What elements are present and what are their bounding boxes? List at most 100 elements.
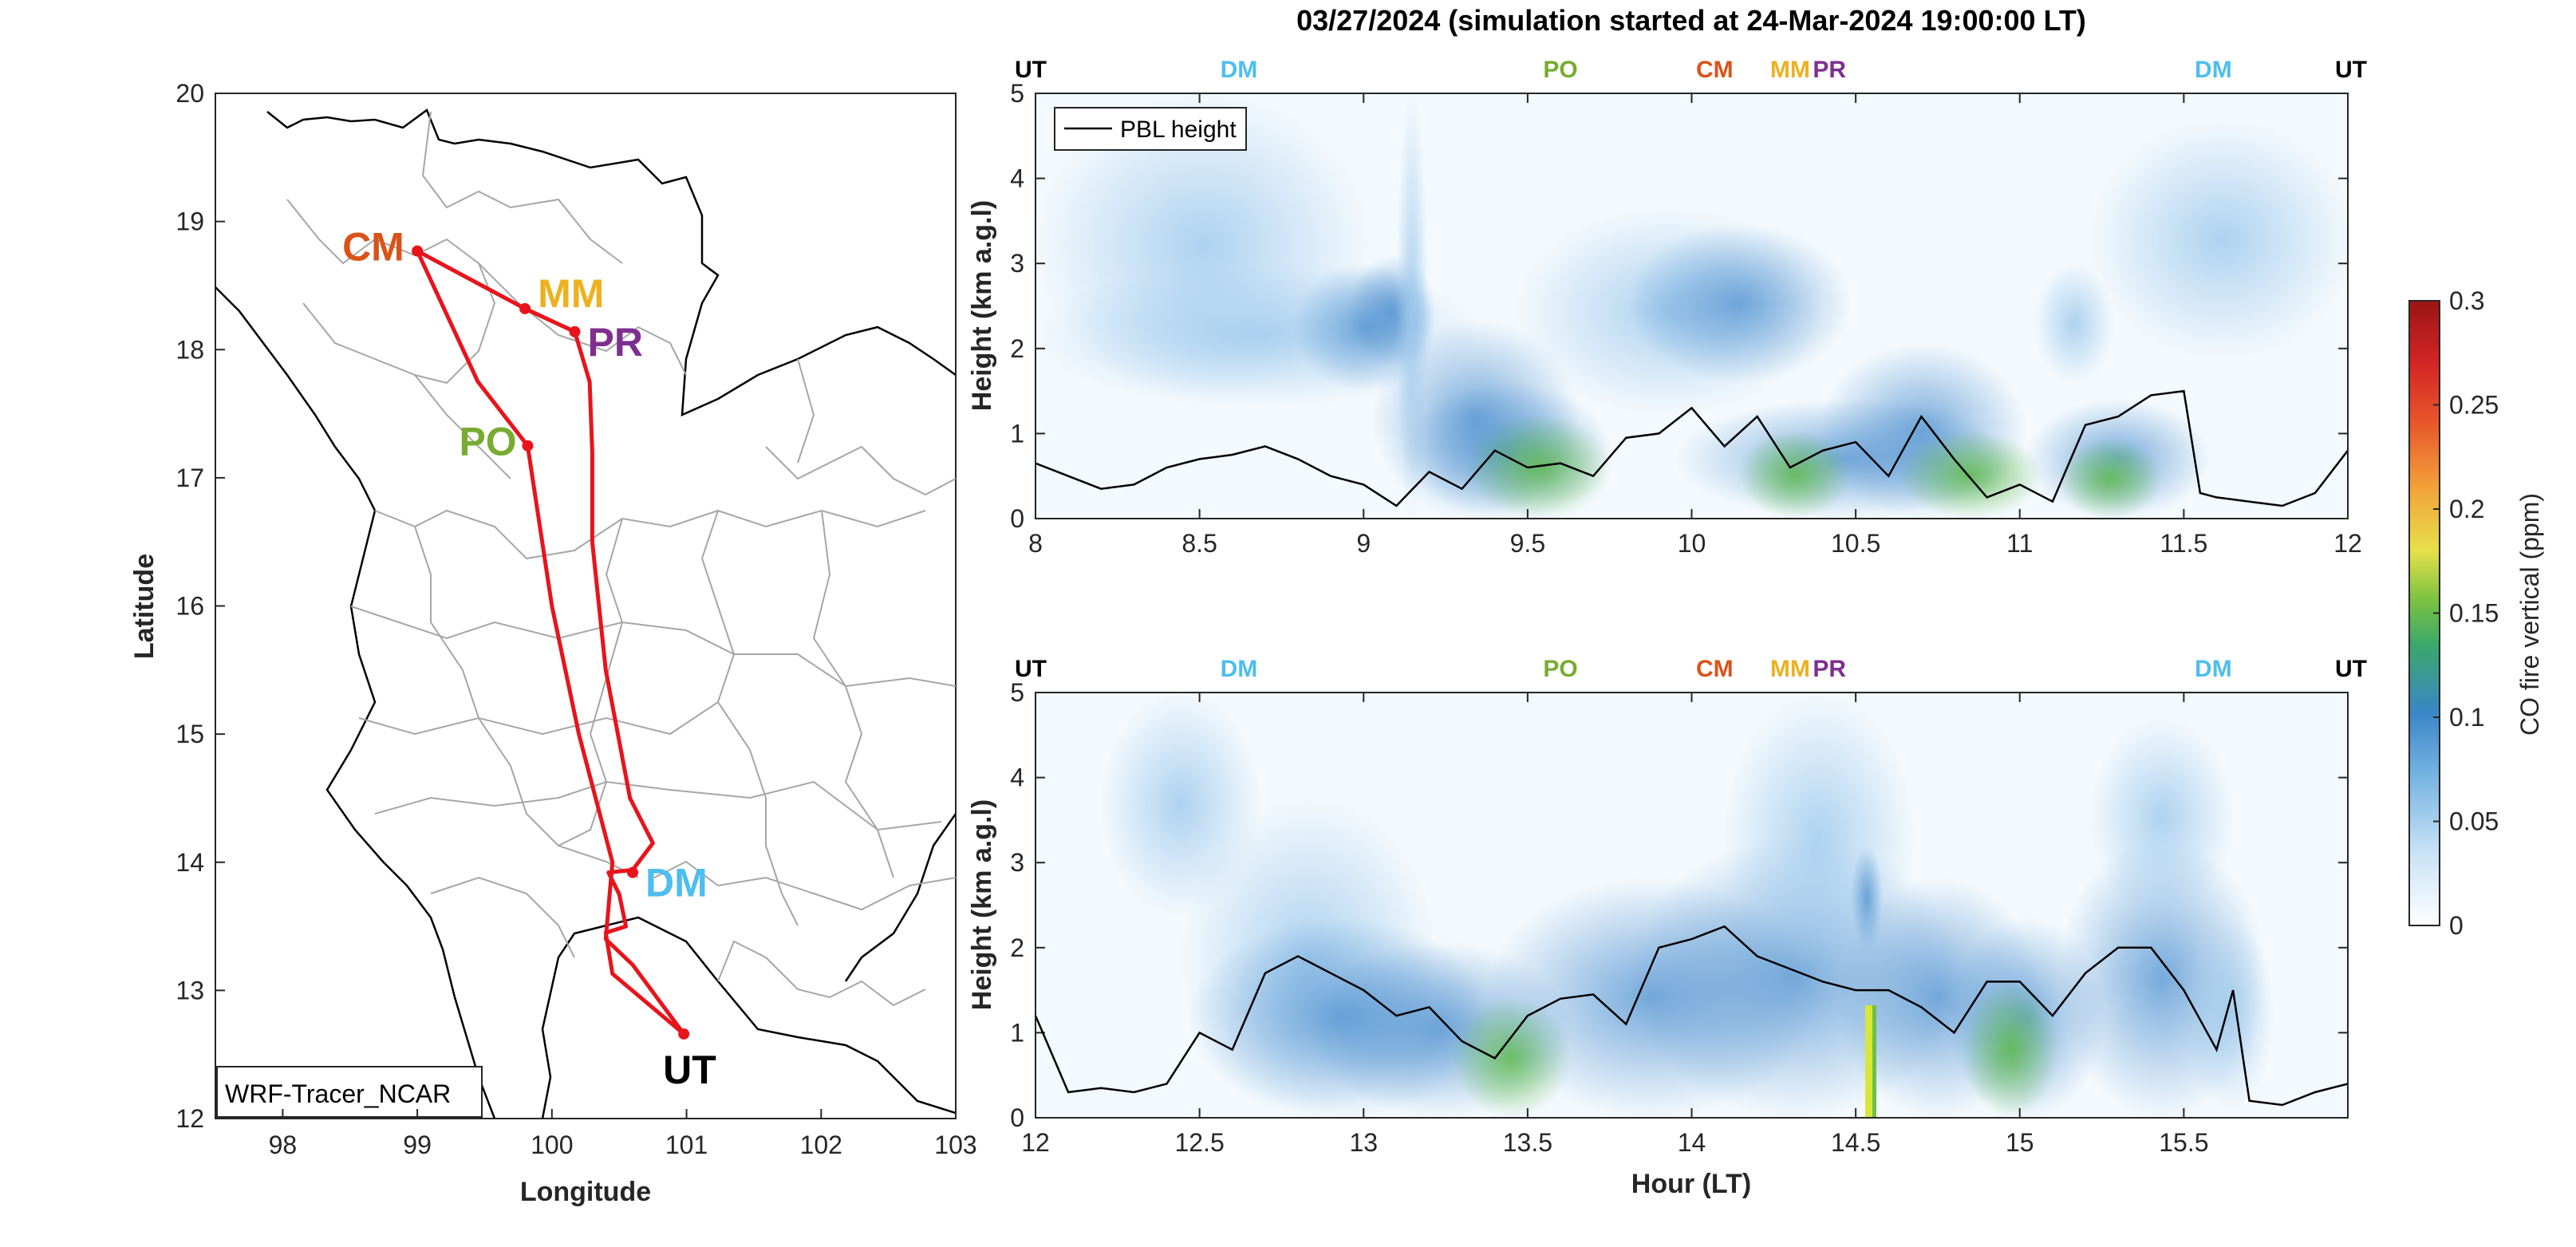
- map-xlabel: Longitude: [520, 1177, 651, 1207]
- site-marker-dm: [627, 866, 639, 878]
- map-ytick-label: 20: [176, 79, 204, 108]
- bottom-site-label-dm: DM: [1221, 656, 1258, 682]
- bottom-site-label-mm: MM: [1770, 656, 1810, 682]
- bottom-xtick-label: 15.5: [2159, 1128, 2208, 1157]
- bottom-site-labels: UT DM PO CM MM PR DM UT: [1015, 656, 2367, 682]
- bottom-ytick-label: 3: [1010, 848, 1024, 877]
- top-xtick-label: 11.5: [2160, 529, 2207, 558]
- map-xtick-label: 101: [665, 1131, 708, 1159]
- province-lines: [286, 111, 956, 1007]
- top-site-label-ut: UT: [2335, 57, 2367, 83]
- map-xtick-label: 103: [934, 1131, 976, 1159]
- site-label-pr: PR: [588, 320, 643, 365]
- bottom-site-label-ut: UT: [1015, 656, 1047, 682]
- top-site-label-pr: PR: [1813, 57, 1846, 83]
- map-xtick-label: 99: [403, 1131, 432, 1159]
- map-ylabel: Latitude: [129, 554, 160, 659]
- top-site-label-dm: DM: [1221, 57, 1258, 83]
- map-boundaries: [215, 109, 956, 1119]
- figure-title: 03/27/2024 (simulation started at 24-Mar…: [1296, 4, 2086, 37]
- top-xtick-label: 9.5: [1510, 529, 1545, 558]
- top-site-label-dm: DM: [2195, 57, 2232, 83]
- top-ytick-label: 5: [1010, 79, 1024, 108]
- route-layer: [415, 249, 686, 1036]
- bottom-site-label-cm: CM: [1696, 656, 1734, 682]
- map-ytick-label: 14: [176, 848, 204, 877]
- top-xtick-label: 10.5: [1831, 529, 1880, 558]
- map-ytick-label: 18: [176, 335, 204, 364]
- bottom-site-label-pr: PR: [1813, 656, 1846, 682]
- colorbar-ticks: 0 0.05 0.1 0.15 0.2 0.25 0.3: [2433, 286, 2499, 940]
- site-label-mm: MM: [538, 271, 604, 316]
- map-axes: 98 99 100 101 102 103 12 13 14 15 16 17 18 19 20: [176, 79, 976, 1159]
- map-ytick-label: 13: [176, 976, 204, 1004]
- colorbar-tick-label: 0.3: [2449, 286, 2484, 315]
- map-legend: WRF-Tracer_NCAR: [216, 1066, 483, 1118]
- west-border: [215, 286, 496, 1119]
- map-ytick-label: 16: [176, 592, 204, 621]
- map-ytick-label: 15: [176, 720, 204, 748]
- bottom-xtick-label: 12: [1021, 1128, 1050, 1157]
- map-xtick-label: 102: [800, 1131, 842, 1159]
- bottom-xtick-label: 14: [1678, 1128, 1706, 1157]
- site-label-dm: DM: [645, 861, 708, 906]
- site-marker-pr: [569, 326, 581, 337]
- bottom-plot-frame: [1035, 692, 2349, 1119]
- map-ytick-label: 17: [176, 464, 204, 492]
- top-xtick-label: 12: [2333, 529, 2362, 558]
- colorbar-tick-label: 0.15: [2449, 599, 2499, 628]
- top-site-label-po: PO: [1543, 57, 1577, 83]
- bottom-xtick-label: 13: [1349, 1128, 1378, 1157]
- route-line: [415, 249, 686, 1036]
- bottom-xlabel: Hour (LT): [1631, 1169, 1751, 1199]
- bottom-xtick-label: 14.5: [1831, 1128, 1880, 1157]
- top-pbl-line: [1036, 389, 2348, 507]
- bottom-ytick-label: 0: [1010, 1103, 1024, 1132]
- bottom-ytick-label: 4: [1010, 764, 1024, 792]
- bottom-ytick-label: 5: [1010, 678, 1024, 707]
- site-label-po: PO: [459, 420, 516, 464]
- colorbar: 0 0.05 0.1 0.15 0.2 0.25 0.3 CO fire vertical …: [2408, 286, 2544, 940]
- map-xtick-label: 98: [269, 1131, 298, 1159]
- bottom-ytick-label: 1: [1010, 1018, 1024, 1047]
- bottom-site-label-dm: DM: [2195, 656, 2232, 682]
- map-ytick-label: 19: [176, 207, 204, 236]
- map-ytick-label: 12: [176, 1104, 204, 1133]
- top-ytick-label: 2: [1010, 334, 1024, 363]
- colorbar-tick-label: 0.05: [2449, 807, 2499, 836]
- colorbar-tick-label: 0.2: [2449, 495, 2484, 523]
- bottom-xtick-label: 15: [2006, 1128, 2034, 1157]
- map-xtick-label: 100: [531, 1131, 573, 1159]
- top-site-label-ut: UT: [1015, 57, 1047, 83]
- top-legend: PBL height: [1054, 107, 1247, 151]
- top-site-labels: UT DM PO CM MM PR DM UT: [1015, 57, 2367, 83]
- site-marker-mm: [519, 302, 531, 314]
- colorbar-tick-label: 0: [2449, 911, 2464, 940]
- map-legend-box: [216, 1066, 483, 1118]
- top-ytick-label: 3: [1010, 249, 1024, 278]
- top-ytick-label: 4: [1010, 164, 1024, 193]
- top-plot-frame: [1035, 93, 2349, 519]
- colorbar-tick-label: 0.25: [2449, 391, 2499, 420]
- top-xtick-label: 8.5: [1181, 529, 1217, 558]
- top-xtick-label: 9: [1356, 529, 1371, 558]
- bottom-concentration-field: [1101, 693, 2274, 1118]
- map-legend-text: WRF-Tracer_NCAR: [225, 1079, 451, 1108]
- top-ytick-label: 0: [1010, 504, 1024, 533]
- top-site-label-mm: MM: [1770, 57, 1810, 83]
- top-xtick-label: 10: [1678, 529, 1706, 558]
- top-ylabel: Height (km a.g.l): [967, 200, 997, 411]
- site-label-cm: CM: [342, 225, 404, 270]
- bottom-ytick-label: 2: [1010, 933, 1024, 962]
- site-marker-cm: [412, 245, 424, 257]
- bottom-xtick-label: 13.5: [1503, 1128, 1552, 1157]
- top-site-label-cm: CM: [1696, 57, 1734, 83]
- bottom-pbl-line: [1036, 925, 2348, 1107]
